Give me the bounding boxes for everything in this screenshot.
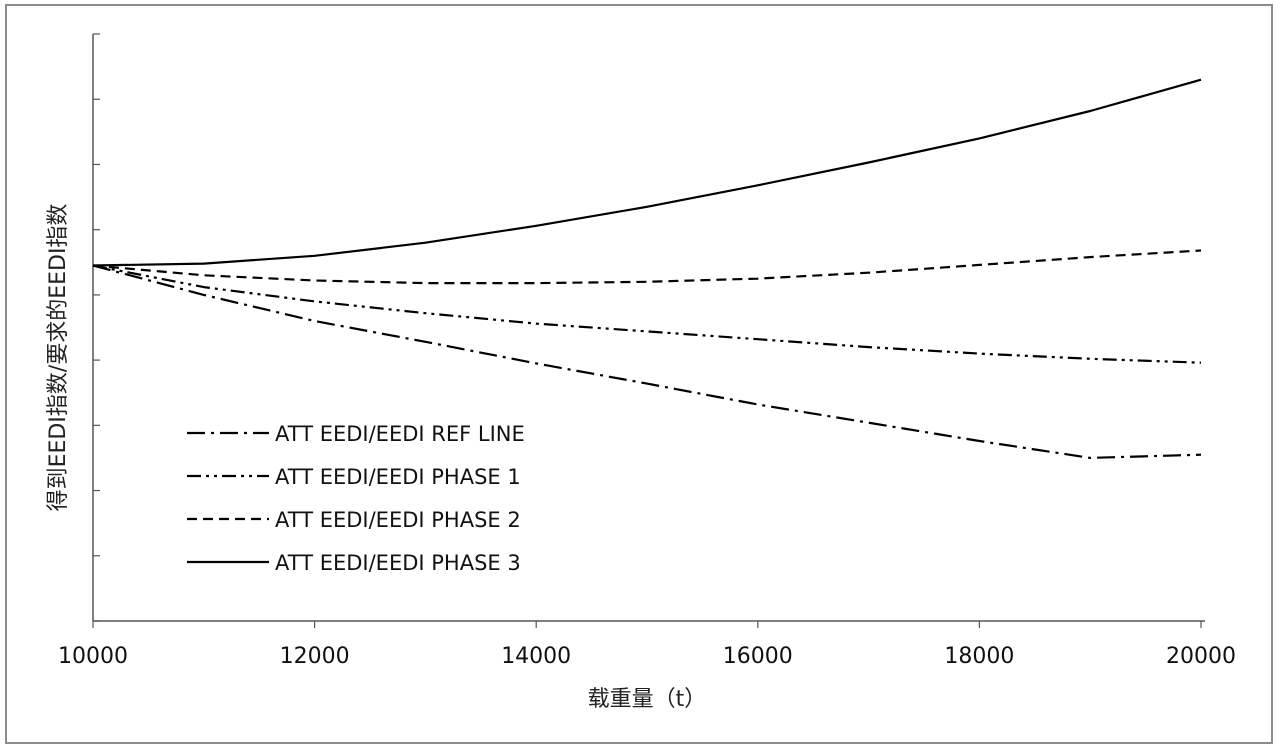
series-line-3 [92,249,1202,285]
x-tick-label: 14000 [501,644,571,669]
series-line-2 [92,264,1202,364]
legend-label-1: ATT EEDI/EEDI REF LINE [275,422,525,446]
x-tick-label: 18000 [944,644,1014,669]
x-tick-label: 20000 [1166,644,1236,669]
x-tick-label: 12000 [280,644,350,669]
legend-label-2: ATT EEDI/EEDI PHASE 1 [275,465,521,489]
legend-label-4: ATT EEDI/EEDI PHASE 3 [275,551,521,575]
x-axis-title: 载重量（t） [588,687,707,712]
legend-label-3: ATT EEDI/EEDI PHASE 2 [275,508,521,532]
axes: 10000 12000 14000 16000 18000 20000 [58,33,1236,669]
chart-svg: 10000 12000 14000 16000 18000 20000 ATT EEDI/… [46,33,1236,712]
x-tick-label: 16000 [723,644,793,669]
series-line-4 [92,78,1202,267]
x-tick-label: 10000 [58,644,128,669]
legend: ATT EEDI/EEDI REF LINE ATT EEDI/EEDI PHAS… [187,422,525,575]
chart-frame: 10000 12000 14000 16000 18000 20000 ATT EEDI/… [5,4,1273,744]
series-layer [92,78,1202,459]
series-line-1 [92,264,1202,459]
y-axis-title: 得到EEDI指数/要求的EEDI指数 [46,204,71,512]
